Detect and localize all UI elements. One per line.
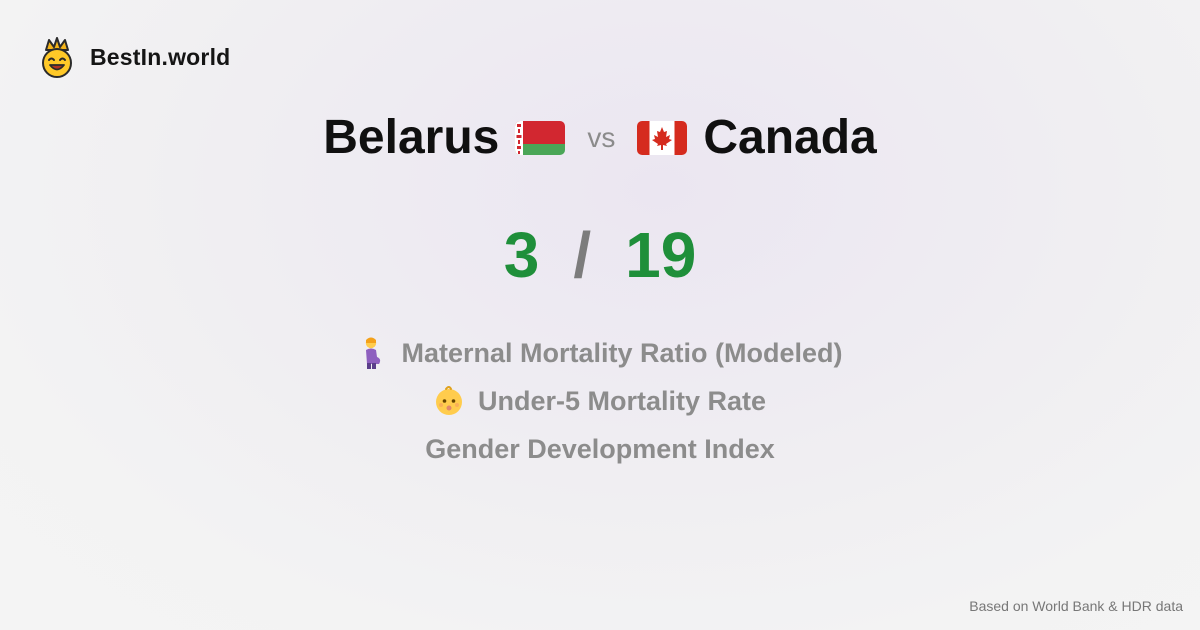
brand-name: BestIn.world — [90, 43, 231, 70]
score-separator: / — [573, 219, 592, 291]
metric-label: Under-5 Mortality Rate — [477, 385, 767, 416]
left-country-name: Belarus — [323, 111, 500, 164]
metric-maternal-mortality: Maternal Mortality Ratio (Modeled) — [357, 336, 843, 370]
brand[interactable]: BestIn.world — [38, 36, 230, 78]
left-score: 3 — [503, 219, 540, 291]
metric-gender-development: Gender Development Index — [425, 432, 775, 466]
belarus-flag-icon — [515, 120, 566, 155]
comparison-title: Belarus vs Canada — [0, 110, 1200, 165]
vs-label: vs — [587, 121, 616, 153]
canada-flag-icon — [637, 120, 688, 155]
metric-list: Maternal Mortality Ratio (Modeled) Under… — [0, 336, 1200, 466]
right-country-name: Canada — [703, 111, 877, 164]
pregnant-woman-icon — [366, 337, 381, 369]
baby-face-icon — [435, 386, 462, 415]
metric-label: Maternal Mortality Ratio (Modeled) — [401, 337, 843, 368]
data-source-note: Based on World Bank & HDR data — [969, 598, 1183, 614]
smiling-crown-icon — [42, 37, 72, 78]
right-score: 19 — [625, 219, 697, 291]
metric-label: Gender Development Index — [425, 433, 775, 464]
score: 3 / 19 — [0, 218, 1200, 292]
metric-under5-mortality: Under-5 Mortality Rate — [434, 384, 766, 418]
